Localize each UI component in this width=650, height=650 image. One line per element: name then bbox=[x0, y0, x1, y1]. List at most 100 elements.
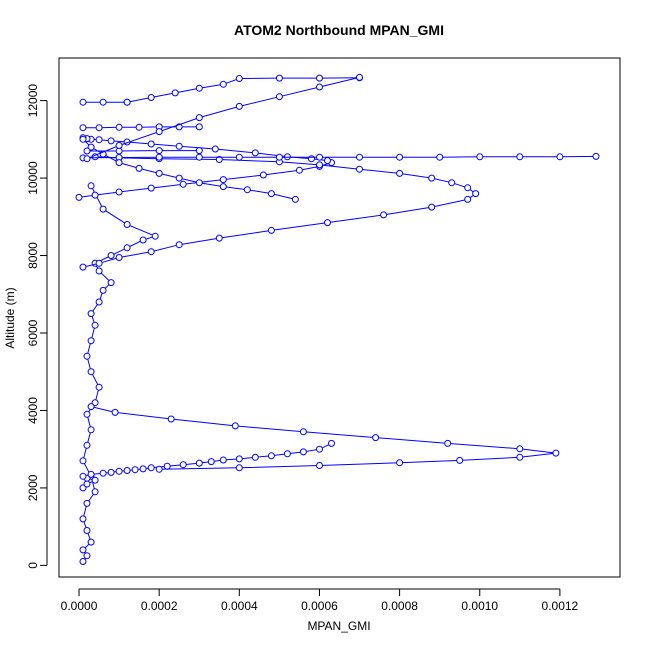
y-tick-label: 10000 bbox=[26, 161, 40, 195]
data-point bbox=[79, 546, 87, 554]
data-point bbox=[464, 184, 472, 192]
x-tick-label: 0.0004 bbox=[221, 599, 258, 613]
data-point bbox=[139, 236, 147, 244]
data-point bbox=[79, 457, 87, 465]
chart-title: ATOM2 Northbound MPAN_GMI bbox=[234, 22, 444, 38]
data-point bbox=[428, 203, 436, 211]
data-point bbox=[316, 161, 323, 169]
x-axis-label: MPAN_GMI bbox=[307, 619, 370, 633]
data-point bbox=[171, 89, 179, 97]
data-point bbox=[79, 558, 87, 565]
plot-frame bbox=[58, 57, 621, 578]
data-point bbox=[115, 467, 123, 475]
data-point bbox=[115, 123, 123, 131]
data-point bbox=[211, 145, 219, 153]
data-point bbox=[83, 552, 91, 560]
data-point bbox=[123, 221, 131, 228]
x-tick-label: 0.0002 bbox=[141, 599, 178, 613]
data-point bbox=[155, 153, 163, 161]
data-point bbox=[316, 153, 323, 161]
data-point bbox=[372, 434, 380, 442]
data-point bbox=[147, 94, 155, 101]
data-point bbox=[155, 128, 163, 136]
data-point bbox=[83, 410, 91, 418]
data-point bbox=[147, 140, 155, 148]
data-point bbox=[267, 190, 275, 198]
data-point bbox=[299, 448, 307, 456]
data-point bbox=[87, 470, 95, 478]
data-point bbox=[275, 93, 283, 101]
data-point bbox=[99, 286, 107, 294]
data-point bbox=[428, 174, 436, 182]
data-point bbox=[316, 74, 323, 82]
data-point bbox=[115, 188, 123, 196]
data-point bbox=[95, 267, 103, 275]
series-line bbox=[82, 155, 597, 159]
data-point bbox=[259, 171, 267, 179]
data-point bbox=[115, 159, 123, 167]
data-point bbox=[79, 472, 87, 480]
x-tick-label: 0.0006 bbox=[301, 599, 338, 613]
data-point bbox=[516, 153, 524, 161]
data-point bbox=[592, 152, 600, 160]
data-point bbox=[83, 155, 91, 163]
data-point bbox=[267, 452, 275, 460]
data-point bbox=[219, 176, 227, 184]
data-point bbox=[472, 190, 480, 198]
data-point bbox=[251, 149, 259, 157]
data-point bbox=[79, 515, 87, 523]
x-tick-label: 0.0012 bbox=[542, 599, 579, 613]
data-point bbox=[95, 259, 103, 267]
y-axis: 0 2000 4000 6000 8000 10000 12000 bbox=[26, 84, 48, 569]
data-point bbox=[195, 84, 203, 92]
data-point bbox=[83, 441, 91, 449]
data-point bbox=[195, 179, 203, 187]
series-layer bbox=[75, 73, 600, 565]
data-point bbox=[147, 248, 155, 256]
data-point bbox=[516, 453, 524, 461]
y-tick-label: 2000 bbox=[26, 474, 40, 501]
data-point bbox=[308, 155, 315, 163]
data-point bbox=[87, 182, 95, 190]
series-line bbox=[86, 76, 360, 160]
data-point bbox=[95, 383, 103, 391]
data-point bbox=[75, 193, 83, 201]
data-point bbox=[179, 461, 187, 469]
data-point bbox=[195, 114, 203, 122]
data-point bbox=[135, 123, 143, 131]
data-point bbox=[115, 142, 123, 149]
data-point bbox=[79, 135, 87, 143]
data-point bbox=[251, 453, 259, 461]
y-tick-label: 12000 bbox=[26, 84, 40, 118]
data-point bbox=[275, 74, 283, 82]
data-point bbox=[295, 166, 303, 174]
data-point bbox=[215, 234, 223, 242]
data-point bbox=[219, 80, 227, 88]
data-point bbox=[111, 408, 119, 416]
data-point bbox=[219, 183, 227, 191]
data-point bbox=[87, 426, 95, 434]
data-point bbox=[83, 527, 91, 534]
data-point bbox=[324, 157, 331, 165]
data-point bbox=[231, 422, 239, 430]
data-point bbox=[328, 439, 335, 447]
data-point bbox=[155, 169, 163, 177]
data-point bbox=[356, 165, 363, 173]
y-axis-label: Altitude (m) bbox=[3, 287, 17, 348]
data-point bbox=[267, 226, 275, 234]
data-point bbox=[448, 179, 456, 187]
data-point bbox=[87, 143, 95, 151]
data-point bbox=[135, 164, 143, 172]
data-point bbox=[456, 456, 464, 464]
data-point bbox=[91, 321, 99, 329]
data-point bbox=[123, 98, 131, 106]
data-point bbox=[163, 462, 171, 470]
data-point bbox=[167, 415, 175, 423]
data-point bbox=[316, 445, 323, 453]
data-point bbox=[396, 169, 404, 177]
y-tick-label: 0 bbox=[26, 562, 40, 569]
data-point bbox=[396, 459, 404, 467]
data-point bbox=[516, 445, 524, 453]
